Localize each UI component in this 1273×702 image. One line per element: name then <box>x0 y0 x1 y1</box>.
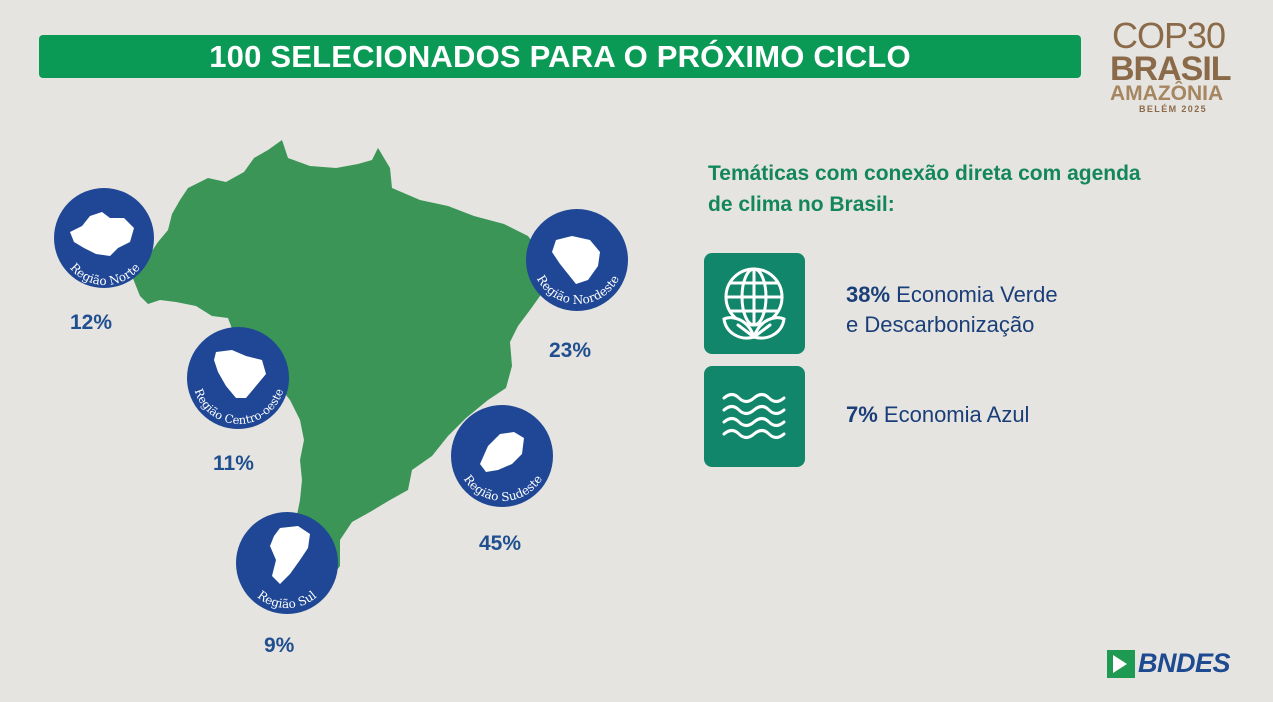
theme-azul-text: 7% Economia Azul <box>846 400 1029 430</box>
cop30-logo: COP30 BRASIL AMAZÔNIA BELÉM 2025 <box>1110 18 1235 116</box>
centro-oeste-silhouette-icon <box>214 350 266 398</box>
logo-line-3: AMAZÔNIA <box>1110 82 1224 105</box>
region-sul-label: Região Sul <box>255 588 319 611</box>
region-sul-badge: Região Sul <box>236 512 338 614</box>
logo-line-1: COP30 <box>1112 15 1226 56</box>
region-centro-oeste-badge: Região Centro-oeste <box>187 327 289 429</box>
region-sul-percent: 9% <box>264 634 295 657</box>
page-title: 100 SELECIONADOS PARA O PRÓXIMO CICLO <box>209 38 911 74</box>
theme-verde-tile <box>704 253 805 354</box>
theme-azul-percent: 7% <box>846 402 878 427</box>
svg-text:Região Sul: Região Sul <box>255 588 319 611</box>
region-nordeste-badge: Região Nordeste <box>526 209 628 311</box>
theme-azul-label: Economia Azul <box>883 402 1030 427</box>
region-sudeste-percent: 45% <box>479 532 522 555</box>
region-norte-badge: Região Norte <box>54 188 154 288</box>
region-sudeste-badge: Região Sudeste <box>451 405 553 507</box>
region-nordeste-percent: 23% <box>549 339 592 362</box>
theme-azul-tile <box>704 366 805 467</box>
theme-verde-label-1: Economia Verde <box>896 282 1058 307</box>
theme-verde-percent: 38% <box>846 282 891 307</box>
bndes-wordmark: BNDES <box>1138 648 1231 678</box>
brazil-shape <box>132 140 544 592</box>
nordeste-silhouette-icon <box>552 236 600 284</box>
bndes-logo: BNDES <box>1107 648 1231 679</box>
themes-heading: Temáticas com conexão direta com agenda … <box>708 162 1141 216</box>
waves-icon <box>722 393 786 439</box>
region-centro-oeste-percent: 11% <box>213 452 254 475</box>
bndes-mark-icon <box>1107 649 1135 678</box>
title-banner: 100 SELECIONADOS PARA O PRÓXIMO CICLO <box>39 35 1081 78</box>
region-norte-percent: 12% <box>70 311 113 334</box>
norte-silhouette-icon <box>70 212 134 256</box>
sudeste-silhouette-icon <box>480 432 524 472</box>
globe-leaves-icon <box>722 267 786 340</box>
theme-verde-text: 38% Economia Verde e Descarbonização <box>846 280 1058 340</box>
logo-line-2: BRASIL <box>1110 50 1232 88</box>
sul-silhouette-icon <box>270 526 310 584</box>
logo-line-4: BELÉM 2025 <box>1139 104 1208 114</box>
theme-verde-label-2: e Descarbonização <box>846 312 1035 337</box>
